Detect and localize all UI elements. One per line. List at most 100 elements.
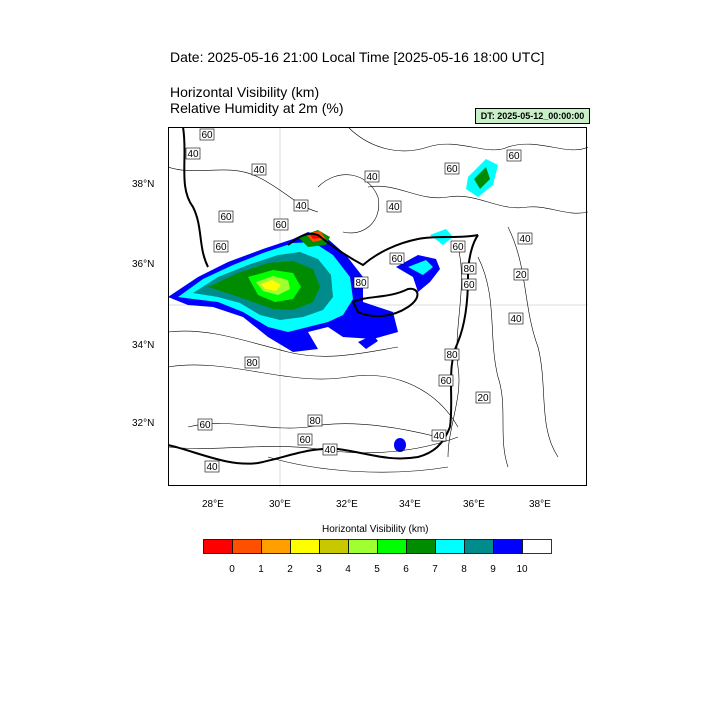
- rh-label-text: 40: [187, 149, 199, 160]
- colorbar-level-label: 9: [490, 564, 496, 575]
- lon-label-36e: 36°E: [463, 499, 485, 510]
- rh-label-box: [197, 418, 213, 431]
- rh-label-box: [199, 128, 215, 141]
- lat-label-36n: 36°N: [132, 259, 155, 270]
- rh-label-box: [218, 210, 234, 223]
- rh-label-10: 40: [517, 232, 533, 245]
- rh-contour-9: [507, 226, 559, 458]
- cyprus: [351, 287, 419, 318]
- rh-label-box: [461, 278, 477, 291]
- colorbar-cell: [319, 539, 349, 554]
- rh-label-8: 60: [273, 218, 289, 231]
- rh-label-14: 80: [461, 262, 477, 275]
- rh-label-text: 40: [206, 462, 218, 473]
- coastline-anatolia-south: [287, 232, 479, 267]
- rh-label-19: 80: [244, 356, 260, 369]
- colorbar-level-label: 3: [316, 564, 322, 575]
- rh-label-box: [438, 374, 454, 387]
- colorbar-cell: [290, 539, 320, 554]
- rh-contour-2: [168, 330, 399, 357]
- rh-label-box: [293, 199, 309, 212]
- vis-band-2-3: [261, 280, 281, 291]
- rh-label-20: 60: [438, 374, 454, 387]
- rh-label-text: 80: [446, 350, 458, 361]
- rh-label-text: 60: [446, 164, 458, 175]
- rh-label-text: 60: [463, 280, 475, 291]
- rh-label-box: [508, 312, 524, 325]
- coastlines: [168, 127, 479, 465]
- rh-label-26: 40: [431, 429, 447, 442]
- rh-label-box: [386, 200, 402, 213]
- rh-label-text: 40: [510, 314, 522, 325]
- rh-label-13: 80: [353, 276, 369, 289]
- rh-label-24: 60: [297, 433, 313, 446]
- lon-label-38e: 38°E: [529, 499, 551, 510]
- rh-label-12: 60: [389, 252, 405, 265]
- rh-label-3: 40: [364, 170, 380, 183]
- init-time-badge: DT: 2025-05-12_00:00:00: [475, 108, 590, 124]
- colorbar-level-label: 8: [461, 564, 467, 575]
- rh-label-text: 40: [324, 445, 336, 456]
- vis-spot-cyprus-east-inner: [408, 260, 433, 275]
- rh-label-text: 40: [253, 165, 265, 176]
- rh-label-box: [444, 162, 460, 175]
- rh-contour-7: [447, 246, 462, 458]
- rh-label-4: 40: [386, 200, 402, 213]
- lon-label-28e: 28°E: [202, 499, 224, 510]
- lon-label-34e: 34°E: [399, 499, 421, 510]
- rh-contour-12: [267, 456, 449, 473]
- rh-label-box: [213, 240, 229, 253]
- rh-label-text: 60: [299, 435, 311, 446]
- colorbar: [203, 539, 552, 554]
- vis-spot-south: [394, 438, 406, 452]
- rh-label-text: 60: [275, 220, 287, 231]
- rh-label-text: 60: [201, 130, 213, 141]
- rh-contour-8: [477, 256, 509, 468]
- colorbar-level-label: 5: [374, 564, 380, 575]
- coastline-aegean: [182, 127, 209, 268]
- rh-label-17: 40: [508, 312, 524, 325]
- colorbar-level-label: 6: [403, 564, 409, 575]
- colorbar-level-label: 2: [287, 564, 293, 575]
- rh-label-text: 60: [215, 242, 227, 253]
- rh-label-text: 80: [463, 264, 475, 275]
- rh-label-text: 40: [388, 202, 400, 213]
- rh-label-box: [444, 348, 460, 361]
- rh-label-6: 60: [506, 149, 522, 162]
- lat-label-38n: 38°N: [132, 179, 155, 190]
- rh-label-22: 60: [197, 418, 213, 431]
- lon-label-32e: 32°E: [336, 499, 358, 510]
- rh-contours: [168, 127, 588, 473]
- map-title: Date: 2025-05-16 21:00 Local Time [2025-…: [170, 49, 545, 65]
- rh-label-box: [307, 414, 323, 427]
- rh-label-box: [244, 356, 260, 369]
- colorbar-cells: [203, 539, 552, 554]
- colorbar-cell: [522, 539, 552, 554]
- rh-label-box: [251, 163, 267, 176]
- rh-label-28: 40: [293, 199, 309, 212]
- coastline-africa: [168, 426, 451, 465]
- variable-label-visibility: Horizontal Visibility (km): [170, 84, 320, 100]
- rh-label-text: 60: [440, 376, 452, 387]
- visibility-fill: [168, 159, 498, 452]
- rh-label-16: 60: [461, 278, 477, 291]
- rh-label-text: 20: [477, 393, 489, 404]
- rh-label-text: 40: [295, 201, 307, 212]
- colorbar-cell: [493, 539, 523, 554]
- colorbar-cell: [261, 539, 291, 554]
- colorbar-cell: [232, 539, 262, 554]
- rh-label-2: 40: [251, 163, 267, 176]
- rh-label-text: 80: [246, 358, 258, 369]
- rh-label-text: 80: [355, 278, 367, 289]
- rh-label-box: [353, 276, 369, 289]
- vis-spot-cyprus-south: [358, 335, 378, 349]
- rh-label-box: [322, 443, 338, 456]
- rh-label-text: 80: [309, 416, 321, 427]
- colorbar-cell: [348, 539, 378, 554]
- coastline-levant: [449, 234, 479, 428]
- rh-label-text: 60: [391, 254, 403, 265]
- rh-contour-labels: 60 40 40 40 40 60 60 60 60 60 40 20 60 8…: [185, 128, 533, 473]
- forecast-map: 60 40 40 40 40 60 60 60 60 60 40 20 60 8…: [168, 127, 588, 487]
- colorbar-level-label: 4: [345, 564, 351, 575]
- rh-label-15: 60: [450, 240, 466, 253]
